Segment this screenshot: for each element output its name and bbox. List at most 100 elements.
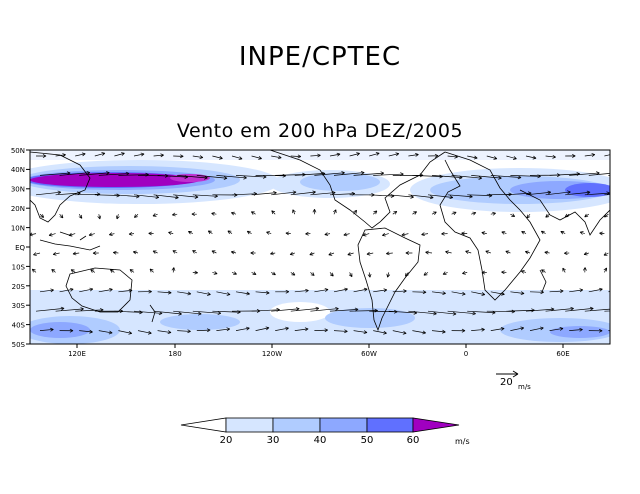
wind-vector	[366, 251, 374, 256]
wind-vector	[314, 328, 329, 333]
lat-label: 20N	[11, 205, 25, 213]
wind-vector	[177, 291, 192, 296]
wind-vector	[604, 154, 610, 157]
wind-vector	[216, 291, 231, 296]
wind-vector	[569, 327, 583, 332]
wind-vector	[231, 271, 237, 275]
wind-vector	[70, 269, 76, 273]
wind-vector	[292, 209, 296, 215]
south-america-coastline	[357, 227, 421, 332]
colorbar-tick: 30	[267, 435, 280, 446]
wind-vector	[545, 306, 574, 312]
map-subtitle: Vento em 200 hPa DEZ/2005	[176, 120, 464, 142]
wind-vector	[367, 272, 372, 278]
north-america-coastline	[269, 150, 446, 229]
wind-vector	[79, 287, 94, 293]
wind-vector	[192, 250, 197, 254]
wind-vector	[544, 250, 550, 255]
wind-vector	[392, 330, 407, 335]
longitude-labels: 120E 180 120W 60W 0 60E	[68, 350, 570, 358]
wind-vector	[425, 250, 433, 255]
wind-vector	[510, 291, 525, 296]
australia-coastline	[65, 267, 133, 313]
lat-label: 40N	[11, 166, 25, 174]
wind-vector	[137, 330, 152, 335]
wind-vector	[290, 306, 320, 312]
lon-label: 120E	[68, 350, 86, 358]
wind-vector	[271, 210, 276, 215]
wind-vector	[481, 231, 487, 235]
wind-vector	[97, 214, 102, 220]
wind-vector	[285, 231, 291, 236]
wind-vector	[310, 272, 315, 276]
wind-vector	[545, 213, 550, 218]
wind-vector	[588, 328, 603, 333]
wind-vector	[246, 230, 252, 235]
wind-vector	[408, 310, 437, 316]
wind-vector	[314, 171, 345, 176]
colorbar-bin	[319, 417, 368, 433]
wind-vector	[603, 267, 608, 273]
wind-vector	[275, 326, 289, 331]
wind-vector	[584, 307, 610, 312]
wind-vector	[118, 330, 133, 335]
lon-label: 60E	[556, 350, 569, 358]
wind-vector	[510, 213, 516, 217]
wind-vector	[157, 290, 172, 295]
wind-vector	[133, 152, 145, 157]
colorbar-right-triangle	[412, 417, 460, 433]
wind-vector	[485, 250, 491, 254]
wind-vector	[157, 330, 172, 335]
wind-vector	[490, 211, 496, 216]
colorbar-tick: 60	[407, 435, 420, 446]
wind-vector	[35, 190, 62, 196]
wind-vector	[230, 250, 237, 255]
wind-vector	[412, 290, 427, 295]
wind-vector	[108, 232, 115, 236]
wind-vector	[506, 155, 517, 160]
wind-vector	[408, 194, 434, 200]
wind-vector	[98, 330, 113, 335]
wind-vector	[392, 289, 407, 294]
wind-vector	[510, 326, 525, 331]
wind-vector	[381, 232, 389, 237]
wind-vector	[153, 310, 182, 316]
wind-vector	[588, 173, 610, 176]
wind-vector	[405, 272, 409, 277]
wind-vector	[171, 267, 176, 273]
wind-vector	[129, 269, 135, 273]
wind-vector	[569, 288, 584, 293]
wind-vector	[275, 289, 290, 294]
wind-vector	[333, 170, 365, 176]
wind-vector	[36, 154, 47, 158]
wind-vector	[603, 213, 609, 218]
wind-vector	[309, 251, 315, 256]
wind-vector	[471, 327, 485, 332]
wind-vector	[486, 155, 498, 160]
wind-vector	[173, 154, 184, 159]
wind-vector	[401, 232, 409, 237]
wind-vector	[501, 270, 507, 275]
wind-vector	[52, 251, 60, 256]
wind-vector	[412, 330, 427, 335]
wind-vector	[192, 310, 222, 315]
wind-vector	[540, 230, 546, 235]
wind-vector	[481, 270, 487, 275]
lon-label: 180	[168, 350, 181, 358]
wind-vector	[386, 272, 391, 278]
wind-vector	[168, 231, 174, 235]
wind-vector	[39, 288, 54, 293]
wind-vector	[59, 328, 74, 333]
wind-vector	[427, 194, 454, 200]
wind-vector	[211, 211, 217, 216]
wind-vector	[153, 153, 164, 158]
wind-vector	[310, 306, 339, 312]
wind-vector	[329, 152, 341, 157]
wind-vector	[333, 209, 337, 215]
wind-vector	[445, 250, 452, 255]
wind-vector	[212, 271, 218, 275]
wind-vector	[353, 171, 385, 176]
wind-vector	[451, 175, 483, 180]
wind-vector	[39, 327, 54, 332]
wind-vector	[192, 270, 198, 275]
